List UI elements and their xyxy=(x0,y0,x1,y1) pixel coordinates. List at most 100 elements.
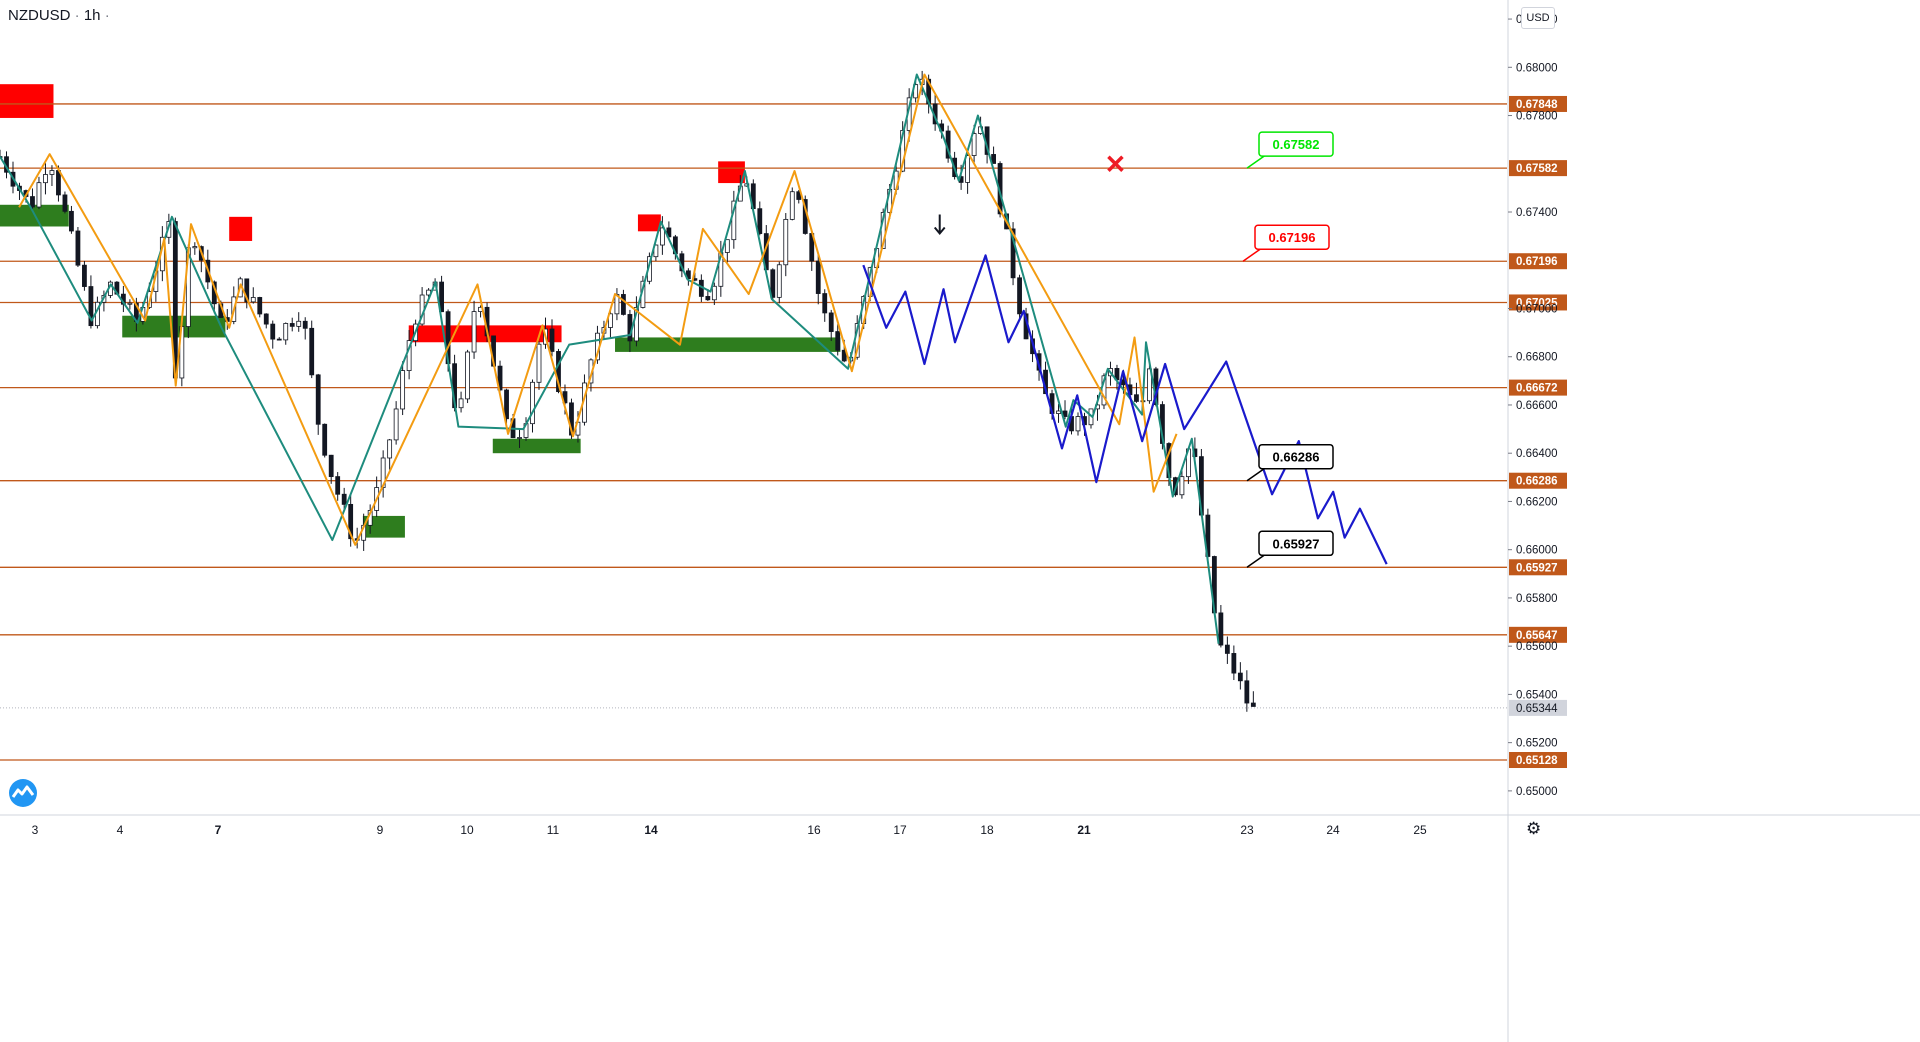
level-price-tag xyxy=(1509,253,1567,270)
candle-body xyxy=(1017,277,1022,315)
candle-body xyxy=(608,313,613,328)
level-price-tag xyxy=(1509,626,1567,643)
candle-body xyxy=(82,264,87,287)
level-price-tag xyxy=(1509,559,1567,576)
x-tick-label: 9 xyxy=(377,823,384,837)
callout-box[interactable] xyxy=(1254,224,1330,250)
callout-box[interactable] xyxy=(1258,443,1334,470)
candle-body xyxy=(250,297,256,303)
y-tick-label: 0.67400 xyxy=(1516,207,1558,219)
candle-body xyxy=(289,323,295,327)
level-price-label: 0.66672 xyxy=(1516,383,1558,395)
markers-layer xyxy=(933,155,1124,236)
candle-body xyxy=(965,155,971,183)
candle-body xyxy=(263,313,269,325)
candle-body xyxy=(549,328,555,352)
x-tick-label: 16 xyxy=(807,823,821,837)
candle-body xyxy=(341,493,347,505)
candle-body xyxy=(776,264,782,298)
callout-label: 0.67196 xyxy=(1269,230,1316,245)
candle-body xyxy=(569,402,574,436)
y-tick-label: 0.65400 xyxy=(1516,689,1558,701)
candle-body xyxy=(517,437,522,439)
settings-gear-icon[interactable]: ⚙ xyxy=(1526,819,1542,838)
candle-body xyxy=(1218,612,1224,646)
tradingview-logo-icon[interactable] xyxy=(6,778,40,808)
projection-blue xyxy=(862,254,1388,565)
y-tick-label: 0.66600 xyxy=(1516,400,1558,412)
x-tick-label: 14 xyxy=(644,823,658,837)
candle-body xyxy=(75,230,81,266)
y-tick-label: 0.65800 xyxy=(1516,593,1558,605)
current-price-label: 0.65344 xyxy=(1516,703,1558,715)
y-tick-label: 0.67800 xyxy=(1516,111,1558,123)
x-tick-label: 18 xyxy=(980,823,994,837)
candle-body xyxy=(270,323,276,340)
x-tick-label: 7 xyxy=(215,823,222,837)
callout-box[interactable] xyxy=(1258,530,1334,557)
candle-body xyxy=(335,476,341,495)
demand-zone xyxy=(362,515,405,538)
candle-body xyxy=(296,320,302,327)
callout-label: 0.66286 xyxy=(1273,450,1320,465)
callout-label: 0.67582 xyxy=(1273,137,1320,152)
level-price-label: 0.67582 xyxy=(1516,163,1558,175)
x-tick-label: 4 xyxy=(117,823,124,837)
candle-body xyxy=(192,246,198,249)
candle-body xyxy=(62,194,68,212)
candle-body xyxy=(1250,702,1256,707)
callout-label: 0.65927 xyxy=(1273,536,1320,551)
candle-body xyxy=(1231,653,1237,674)
candle-body xyxy=(43,174,48,184)
candle-body xyxy=(789,191,795,220)
y-tick-label: 0.66200 xyxy=(1516,496,1558,508)
candle-body xyxy=(828,312,834,332)
level-price-tag xyxy=(1509,294,1567,311)
candle-body xyxy=(530,381,535,425)
y-tick-label: 0.65000 xyxy=(1516,786,1558,798)
candle-body xyxy=(504,389,509,420)
x-tick-label: 11 xyxy=(547,823,560,837)
candle-body xyxy=(439,281,444,313)
y-tick-label: 0.67000 xyxy=(1516,303,1558,315)
level-price-tag xyxy=(1509,472,1567,489)
level-price-label: 0.65927 xyxy=(1516,562,1558,574)
x-tick-label: 21 xyxy=(1077,823,1091,837)
zigzag-layer xyxy=(0,73,1388,644)
candle-body xyxy=(757,208,763,234)
candle-body xyxy=(536,343,542,383)
callout-box[interactable] xyxy=(1258,131,1334,157)
candle-body xyxy=(724,239,730,253)
level-price-label: 0.67025 xyxy=(1516,297,1558,309)
level-price-label: 0.66286 xyxy=(1516,476,1558,488)
cross-icon xyxy=(1107,155,1124,173)
candle-body xyxy=(556,351,561,393)
candle-body xyxy=(56,170,61,196)
candle-body xyxy=(659,227,665,246)
candle-body xyxy=(309,327,315,376)
candle-body xyxy=(1237,672,1243,682)
candle-body xyxy=(1147,368,1152,402)
candle-body xyxy=(88,286,94,327)
candle-body xyxy=(283,323,289,341)
candle-body xyxy=(458,398,464,409)
candle-body xyxy=(711,285,717,301)
level-price-label: 0.67848 xyxy=(1516,99,1558,111)
candle-body xyxy=(315,374,321,425)
supply-zone xyxy=(637,214,661,232)
y-tick-label: 0.65600 xyxy=(1516,641,1558,653)
candle-body xyxy=(328,454,334,477)
callouts-layer[interactable]: 0.67582 0.67196 0.66286 0.65927 xyxy=(1242,131,1334,568)
currency-button[interactable]: USD xyxy=(1521,7,1555,29)
interval-label: 1h xyxy=(83,7,101,24)
candle-body xyxy=(30,196,35,208)
candle-body xyxy=(471,311,477,353)
candle-body xyxy=(244,278,250,303)
supply-zone xyxy=(0,84,54,118)
candle-body xyxy=(835,331,841,351)
candle-body xyxy=(348,503,354,540)
candle-body xyxy=(322,423,328,456)
candle-body xyxy=(1056,410,1061,414)
symbol-title[interactable]: NZDUSD · 1h · xyxy=(8,7,110,24)
